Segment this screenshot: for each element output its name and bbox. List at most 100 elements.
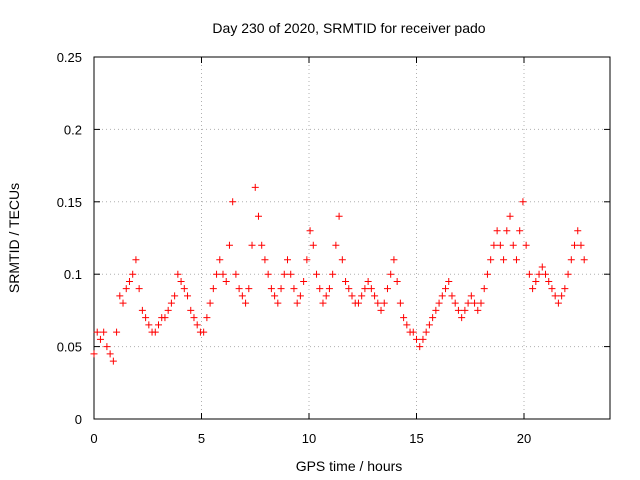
data-point [345, 285, 353, 293]
data-point [251, 183, 259, 191]
data-point [225, 241, 233, 249]
data-point [254, 212, 262, 220]
grid-lines [94, 57, 610, 419]
data-point [558, 292, 566, 300]
plot-frame [93, 56, 611, 420]
data-point [361, 285, 369, 293]
data-point [577, 241, 585, 249]
data-point [245, 285, 253, 293]
x-tick-label: 20 [517, 431, 531, 446]
data-point [483, 270, 491, 278]
data-point [512, 256, 520, 264]
data-point [490, 241, 498, 249]
x-axis-label: GPS time / hours [296, 458, 403, 474]
data-point [103, 343, 111, 351]
data-point [177, 277, 185, 285]
data-point [132, 256, 140, 264]
data-point [287, 270, 295, 278]
data-point [109, 357, 117, 365]
data-point [216, 256, 224, 264]
data-point [538, 263, 546, 271]
data-point [464, 299, 472, 307]
data-point [335, 212, 343, 220]
data-point [180, 285, 188, 293]
data-point [142, 314, 150, 322]
data-point [271, 292, 279, 300]
data-point [155, 321, 162, 329]
data-point [529, 285, 537, 293]
data-point [364, 277, 372, 285]
data-point [438, 292, 446, 300]
data-point [477, 299, 485, 307]
data-points [90, 183, 588, 365]
data-point [342, 277, 350, 285]
data-point [413, 335, 420, 343]
data-point [90, 350, 98, 358]
data-point [213, 270, 221, 278]
data-point [458, 314, 466, 322]
data-point [129, 270, 137, 278]
data-point [316, 285, 324, 293]
data-point [480, 285, 488, 293]
data-point [390, 256, 398, 264]
data-point [209, 285, 217, 293]
data-point [200, 328, 208, 336]
data-point [358, 292, 366, 300]
data-point [367, 285, 375, 293]
data-point [500, 256, 508, 264]
data-point [309, 241, 317, 249]
y-tick-label: 0.15 [57, 195, 82, 210]
data-point [258, 241, 266, 249]
data-point [409, 328, 417, 336]
data-point [377, 306, 385, 314]
data-point [325, 285, 333, 293]
data-point [548, 285, 556, 293]
data-point [506, 212, 514, 220]
data-point [296, 292, 304, 300]
data-point [338, 256, 346, 264]
data-point [354, 299, 362, 307]
x-tick-label: 15 [409, 431, 423, 446]
data-point [161, 314, 169, 322]
data-point [545, 277, 553, 285]
y-tick-label: 0.1 [64, 267, 82, 282]
data-point [106, 350, 114, 358]
data-point [493, 227, 501, 235]
data-point [461, 306, 469, 314]
data-point [229, 198, 237, 206]
y-tick-label: 0.2 [64, 122, 82, 137]
data-point [303, 256, 311, 264]
data-point [293, 299, 301, 307]
data-point [419, 335, 427, 343]
data-point [445, 277, 453, 285]
data-point [471, 299, 479, 307]
data-point [535, 270, 543, 278]
data-point [313, 270, 321, 278]
data-point [374, 299, 382, 307]
data-point [522, 241, 530, 249]
data-point [280, 270, 288, 278]
data-point [322, 292, 330, 300]
data-point [571, 241, 579, 249]
data-point [519, 198, 527, 206]
data-point [551, 292, 559, 300]
data-point [290, 285, 298, 293]
data-point [203, 314, 211, 322]
data-point [561, 285, 569, 293]
data-point [206, 299, 214, 307]
chart-title: Day 230 of 2020, SRMTID for receiver pad… [212, 20, 485, 36]
data-point [425, 321, 433, 329]
data-point [403, 321, 411, 329]
data-point [542, 270, 549, 278]
data-point [525, 270, 533, 278]
data-point [174, 270, 182, 278]
x-tick-label: 5 [198, 431, 205, 446]
data-point [319, 299, 327, 307]
data-point [380, 299, 388, 307]
data-point [487, 256, 495, 264]
data-point [383, 285, 391, 293]
data-point [145, 321, 153, 329]
data-point [451, 299, 459, 307]
data-point [348, 292, 356, 300]
